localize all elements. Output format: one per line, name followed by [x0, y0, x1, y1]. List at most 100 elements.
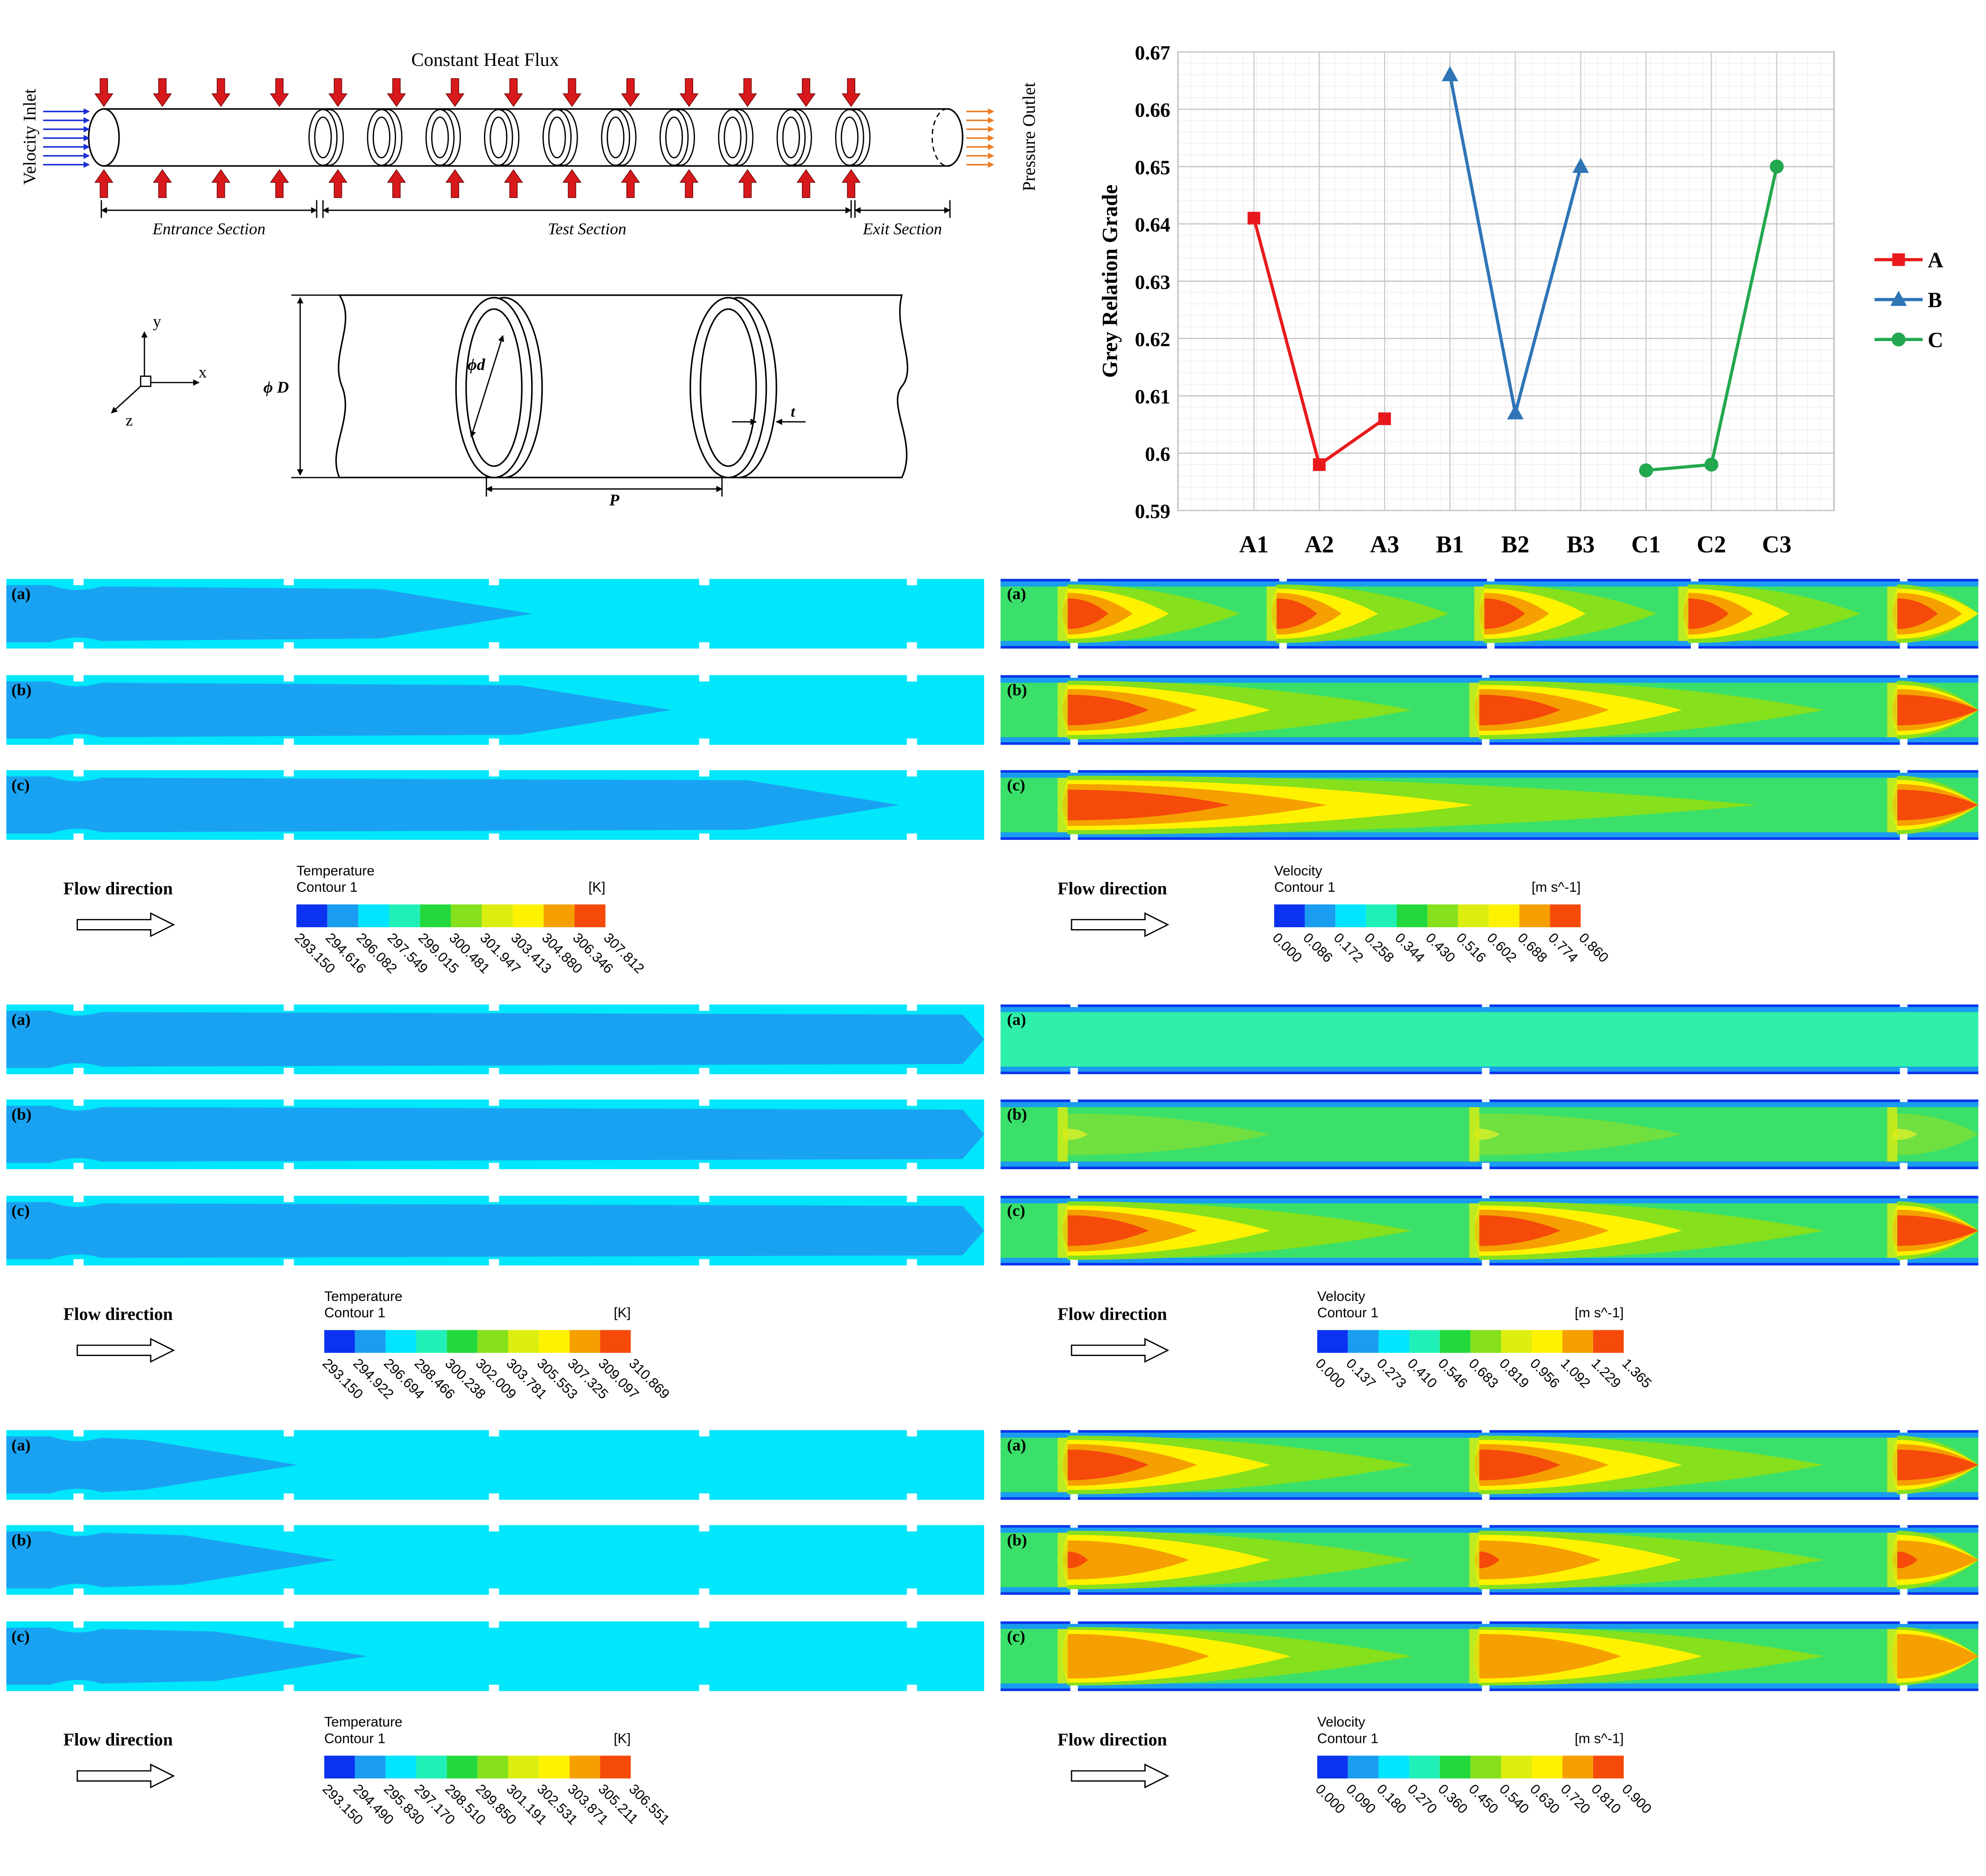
notch	[907, 770, 917, 777]
notch	[1070, 1525, 1078, 1528]
colorbar-label: 0.344	[1392, 930, 1427, 966]
heat-arrow	[270, 169, 289, 198]
colorbar-swatch	[1409, 1755, 1440, 1779]
cold-core	[6, 1106, 985, 1163]
colorbar-title: Velocity	[1317, 1714, 1365, 1730]
heat-arrow	[621, 78, 640, 107]
y-tick-label: 0.61	[1135, 386, 1170, 408]
velocity-contour: (a)	[1000, 1430, 1986, 1500]
notch	[284, 1099, 294, 1106]
colorbar-swatch	[355, 1755, 386, 1779]
notch	[699, 1430, 709, 1437]
velocity-contour: (c)	[1000, 1195, 1986, 1265]
velocity-contour: (a)	[1000, 1004, 1986, 1074]
velocity-core	[1063, 1450, 1149, 1480]
temperature-contour: (c)	[6, 770, 985, 840]
velocity-core	[1474, 695, 1560, 725]
marker	[1572, 157, 1589, 173]
colorbar-swatch	[1335, 904, 1366, 927]
velocity-core	[1063, 1113, 1270, 1156]
marker	[1312, 458, 1326, 471]
colorbar-swatch	[1532, 1330, 1563, 1353]
outlet-head	[988, 108, 994, 115]
marker	[1890, 291, 1907, 306]
velocity-core	[1474, 1215, 1560, 1246]
velocity-core	[1683, 598, 1729, 629]
notch	[1900, 770, 1908, 773]
panel-label: (a)	[1007, 1436, 1026, 1454]
legend-label: A	[1928, 248, 1943, 272]
inlet-head	[84, 161, 90, 168]
colorbar-swatch	[420, 904, 451, 927]
velocity-contour: (c)	[1000, 1621, 1986, 1691]
dim-ring	[469, 335, 504, 438]
colorbar-swatch	[447, 1330, 478, 1353]
notch	[1070, 1067, 1078, 1074]
ring-inner	[782, 116, 800, 158]
velocity-core	[1892, 1450, 1979, 1480]
ring-zone	[1469, 1107, 1480, 1162]
notch	[1900, 1195, 1908, 1199]
panel-label: (c)	[1007, 776, 1025, 794]
colorbar-subtitle: Contour 1	[1317, 1731, 1378, 1746]
notch	[489, 1195, 499, 1202]
notch	[284, 738, 294, 745]
notch	[907, 738, 917, 745]
colorbar-title: Velocity	[1317, 1289, 1365, 1304]
colorbar-swatch	[385, 1330, 417, 1353]
notch	[1900, 675, 1908, 678]
heat-arrow	[562, 169, 582, 198]
colorbar-label: 1.229	[1588, 1356, 1624, 1391]
colorbar-label: 0.602	[1484, 930, 1519, 966]
flow-arrow	[1071, 1338, 1170, 1363]
colorbar-label: 1.365	[1619, 1356, 1654, 1391]
colorbar-label: 0.270	[1404, 1781, 1440, 1817]
colorbar-swatch	[543, 904, 575, 927]
heat-flux-label: Constant Heat Flux	[411, 49, 559, 70]
notch	[284, 675, 294, 682]
inlet-label: Velocity Inlet	[20, 89, 40, 185]
notch	[907, 675, 917, 682]
notch	[907, 1163, 917, 1169]
velocity-core	[1474, 1551, 1500, 1569]
notch	[1900, 1684, 1908, 1691]
colorbar-swatch	[1378, 1330, 1410, 1353]
colorbar-swatch	[1348, 1755, 1379, 1779]
outlet-head	[988, 117, 994, 124]
ring-inner	[723, 116, 742, 158]
panel-label: (a)	[1007, 585, 1026, 603]
inlet-head	[84, 152, 90, 159]
x-tick-label: A3	[1370, 531, 1399, 558]
notch	[1070, 1163, 1078, 1169]
colorbar-swatch	[416, 1755, 447, 1779]
panel-label: (b)	[1007, 681, 1027, 699]
notch	[1070, 1493, 1078, 1500]
legend-label: B	[1928, 288, 1942, 312]
notch	[1070, 675, 1078, 678]
colorbar-swatch	[569, 1330, 600, 1353]
colorbar-swatch	[1470, 1755, 1501, 1779]
velocity-core	[1892, 1540, 1979, 1580]
velocity-core	[1892, 695, 1979, 725]
heat-arrow	[504, 169, 523, 198]
wall-layer	[1000, 1624, 1979, 1629]
panel-label: (c)	[11, 776, 29, 794]
colorbar-swatch	[451, 904, 482, 927]
section-label: Exit Section	[862, 220, 942, 238]
notch	[1279, 642, 1287, 649]
heat-arrow	[738, 169, 757, 198]
colorbar-label: 0.000	[1312, 1356, 1348, 1391]
colorbar-swatch	[1440, 1330, 1471, 1353]
ring-zone	[1266, 586, 1277, 641]
colorbar-swatch	[1366, 904, 1397, 927]
ring-inner	[665, 116, 683, 158]
ring-inner	[314, 116, 332, 158]
notch	[284, 1195, 294, 1202]
colorbar-swatch	[1501, 1330, 1532, 1353]
temperature-contour: (b)	[6, 675, 985, 745]
wall-layer	[1000, 677, 1979, 683]
colorbar-label: 0.450	[1466, 1781, 1501, 1817]
notch	[1900, 1588, 1908, 1595]
colorbar-swatch	[512, 904, 544, 927]
notch	[1482, 1195, 1490, 1199]
